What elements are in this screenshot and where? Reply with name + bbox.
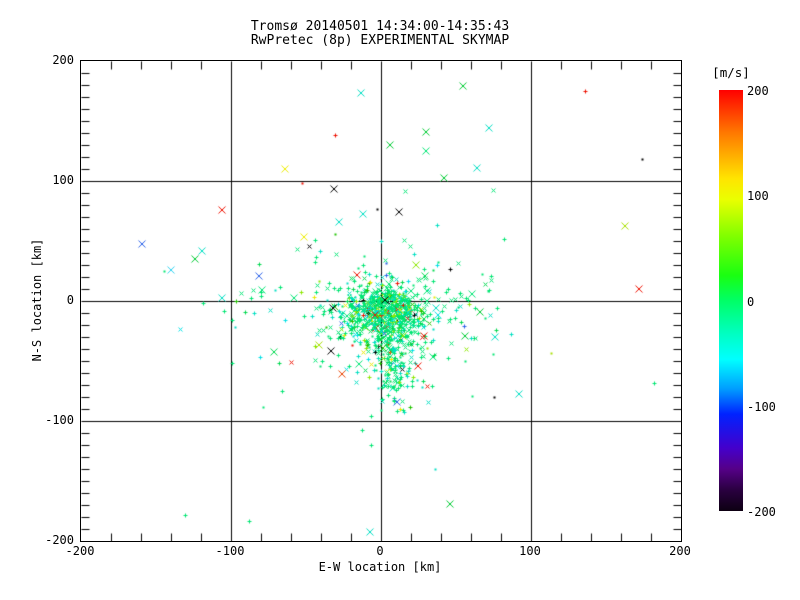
x-axis-title: E-W location [km] [318, 560, 442, 574]
colorbar-tick-label: 100 [747, 189, 769, 204]
y-tick-label: -100 [45, 413, 74, 427]
y-tick-label: 100 [52, 173, 74, 187]
y-axis-title: N-S location [km] [30, 238, 44, 362]
colorbar-gradient [719, 90, 743, 511]
x-tick-label: 0 [376, 544, 384, 558]
x-tick-label: -100 [215, 544, 245, 558]
x-tick-label: -200 [65, 544, 95, 558]
skymap-canvas [81, 61, 681, 541]
plot-subtitle: RwPretec (8p) EXPERIMENTAL SKYMAP [250, 33, 510, 48]
plot-title: Tromsø 20140501 14:34:00-14:35:43 [250, 19, 510, 34]
colorbar-tick-label: 200 [747, 84, 769, 98]
colorbar-tick-label: -100 [747, 399, 776, 414]
y-tick-label: -200 [45, 533, 74, 547]
colorbar-tick-label: -200 [747, 505, 776, 519]
plot-area [80, 60, 682, 542]
colorbar-tick-label: 0 [747, 294, 755, 309]
y-tick-label: 200 [52, 53, 74, 67]
x-tick-label: 100 [519, 544, 541, 558]
y-tick-label: 0 [66, 293, 74, 307]
colorbar-unit-label: [m/s] [712, 65, 750, 80]
x-tick-label: 200 [669, 544, 691, 558]
